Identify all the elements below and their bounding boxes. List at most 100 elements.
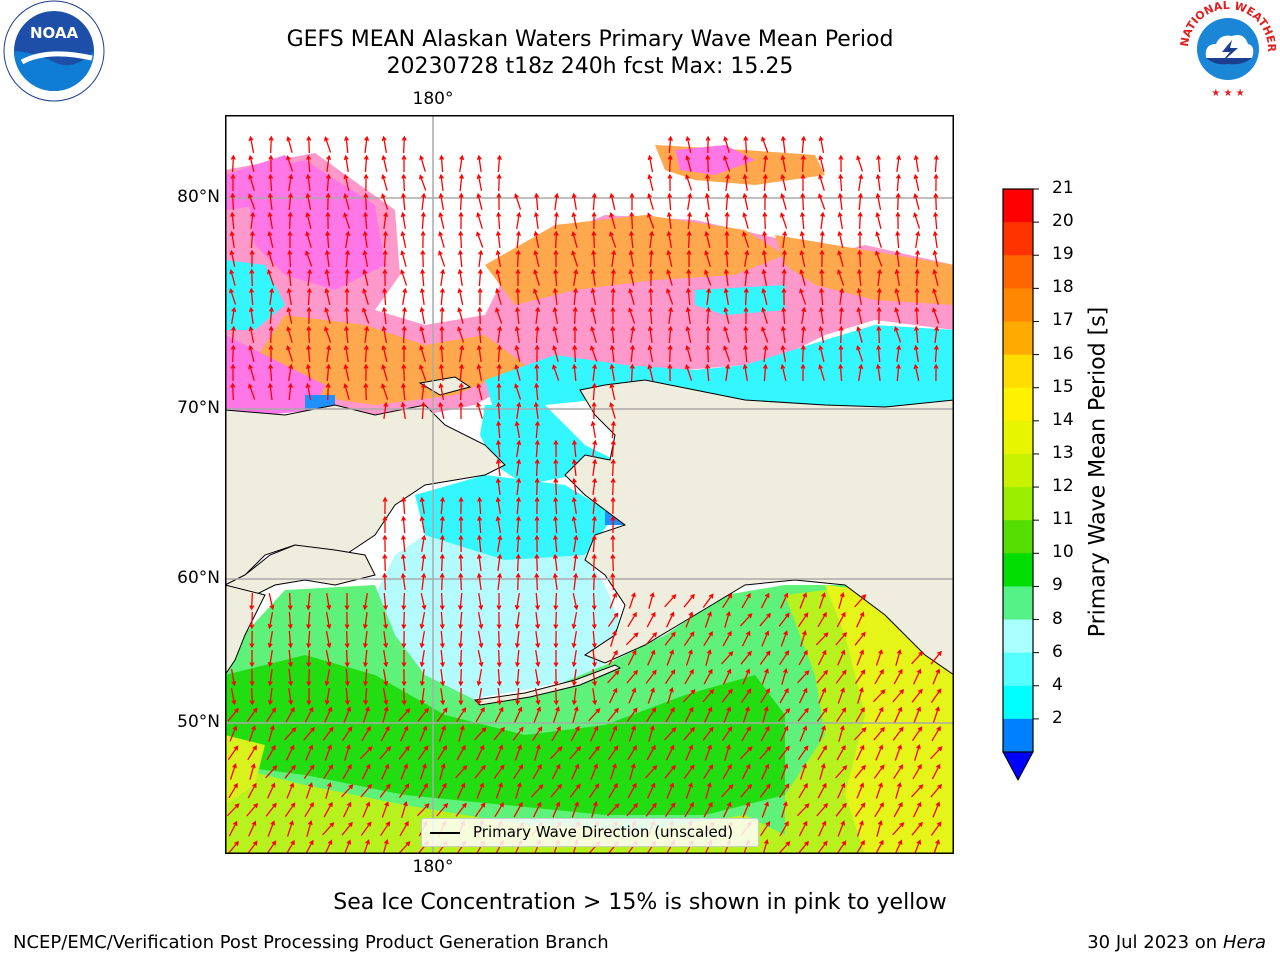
wave-arrow (571, 496, 577, 515)
wave-arrow (381, 135, 388, 154)
wave-arrow (458, 401, 464, 419)
wave-arrow (421, 534, 427, 553)
wave-arrow (343, 382, 350, 400)
wave-arrow (838, 306, 844, 325)
wave-arrow (363, 363, 369, 382)
wave-arrow (818, 592, 826, 609)
wave-arrow (322, 822, 335, 836)
wave-arrow (345, 230, 351, 249)
wave-arrow (514, 592, 520, 611)
wave-arrow (739, 746, 753, 760)
wave-arrow (647, 687, 655, 704)
wave-arrow (723, 135, 730, 153)
wave-arrow (572, 705, 579, 723)
wave-arrow (759, 745, 772, 760)
wave-arrow (533, 706, 542, 723)
wave-arrow (476, 192, 483, 210)
wave-arrow (324, 668, 331, 687)
wave-arrow (496, 668, 502, 687)
wave-arrow (362, 268, 369, 286)
wave-arrow (324, 249, 330, 267)
wave-arrow (359, 746, 373, 760)
wave-arrow (934, 325, 940, 343)
wave-arrow (401, 135, 407, 154)
colorbar-block (1003, 189, 1033, 223)
wave-arrow (780, 325, 786, 343)
wave-arrow (929, 746, 943, 760)
wave-arrow (930, 821, 942, 836)
footer-date: 30 Jul 2023 on Hera (1087, 932, 1266, 953)
wave-arrow (287, 249, 293, 268)
wave-arrow (553, 592, 559, 611)
wave-arrow (455, 765, 468, 779)
wave-arrow (267, 688, 273, 706)
wave-arrow (875, 363, 881, 381)
wave-arrow (477, 534, 482, 553)
wave-arrow (495, 515, 502, 534)
wave-arrow (363, 211, 369, 230)
wave-arrow (478, 592, 484, 611)
wave-arrow (610, 306, 616, 325)
wave-arrow (610, 572, 616, 591)
wave-arrow (383, 612, 389, 630)
wave-arrow (286, 135, 293, 153)
wave-arrow (801, 135, 806, 154)
wave-arrow (227, 745, 239, 760)
colorbar-tick-label: 12 (1052, 476, 1074, 497)
wave-arrow (629, 363, 635, 382)
wave-arrow (420, 401, 426, 420)
wave-arrow (230, 192, 236, 211)
wave-arrow (458, 611, 464, 630)
wave-arrow (854, 802, 866, 817)
wave-arrow (572, 344, 578, 363)
colorbar-block (1003, 487, 1033, 521)
noaa-logo: NOAA (2, 0, 106, 108)
wave-arrow (227, 840, 239, 854)
wave-arrow (495, 230, 501, 248)
wave-arrow (915, 249, 920, 268)
wave-arrow (626, 802, 639, 817)
wave-arrow (496, 344, 502, 363)
wave-arrow (684, 668, 694, 685)
wave-arrow (534, 534, 540, 553)
wave-arrow (875, 230, 882, 248)
wave-arrow (628, 268, 635, 286)
wave-arrow (362, 287, 369, 305)
wave-arrow (267, 269, 275, 286)
wave-arrow (893, 668, 903, 685)
wave-arrow (591, 515, 597, 534)
wave-arrow (267, 669, 273, 687)
wave-arrow (419, 344, 426, 362)
wave-arrow (534, 553, 540, 572)
wave-arrow (798, 687, 808, 704)
wave-arrow (628, 687, 637, 704)
wave-arrow (363, 382, 369, 401)
wave-arrow (288, 363, 294, 382)
wave-arrow (534, 477, 540, 496)
wave-arrow (686, 287, 691, 306)
wave-arrow (286, 325, 293, 343)
wave-arrow (439, 325, 445, 344)
wave-arrow (741, 592, 751, 609)
wave-arrow (343, 154, 349, 173)
wave-arrow (760, 725, 770, 742)
cyan-arctic-west (225, 260, 285, 330)
wave-arrow (363, 344, 369, 363)
wave-arrow (592, 649, 597, 668)
wave-arrow (761, 668, 769, 685)
wave-arrow (497, 325, 503, 343)
wave-arrow (514, 744, 522, 761)
wave-arrow (229, 725, 238, 742)
wave-arrow (722, 763, 732, 780)
wave-arrow (381, 193, 389, 210)
wave-arrow (687, 192, 693, 211)
wave-arrow (760, 592, 770, 609)
wave-arrow (381, 173, 388, 191)
wave-arrow (835, 631, 848, 646)
svg-text:NOAA: NOAA (30, 24, 79, 42)
wave-arrow (305, 192, 312, 211)
wave-arrow (609, 725, 618, 742)
wave-arrow (685, 782, 693, 799)
wave-arrow (606, 803, 620, 817)
colorbar-block (1003, 718, 1033, 753)
